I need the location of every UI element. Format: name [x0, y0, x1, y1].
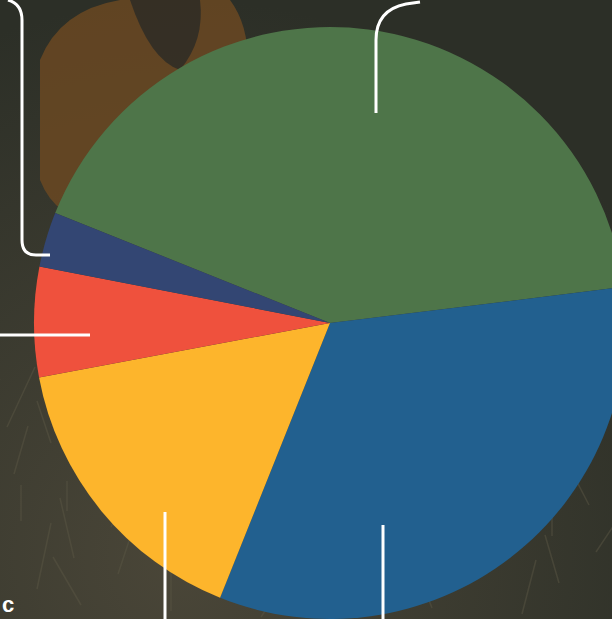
pie [34, 27, 612, 619]
background-grass [66, 481, 68, 511]
leader-line [164, 512, 167, 619]
background-grass [53, 557, 81, 605]
leader-line [376, 2, 420, 113]
background-grass [7, 367, 35, 427]
annotation: c [2, 592, 14, 617]
pie-slice [39, 213, 330, 323]
background-grass [522, 560, 536, 614]
background-grass [20, 485, 22, 521]
background-grass [545, 535, 559, 583]
leader-line [8, 0, 50, 255]
background-figure [130, 0, 201, 70]
background-grass [596, 510, 612, 552]
leader-line [0, 334, 90, 337]
chart: c [0, 0, 612, 619]
background-grass [37, 523, 51, 589]
background-grass [60, 498, 74, 558]
background-grass [14, 426, 28, 474]
page: c [0, 0, 612, 619]
leader-line [382, 525, 385, 619]
